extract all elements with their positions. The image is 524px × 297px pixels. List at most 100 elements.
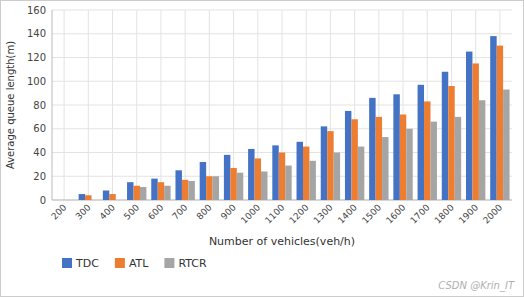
bar xyxy=(376,117,382,200)
bar xyxy=(164,186,170,200)
bar xyxy=(127,182,133,200)
y-tick-label: 140 xyxy=(27,28,46,39)
bar xyxy=(237,173,243,200)
bar xyxy=(182,180,188,200)
legend-label: RTCR xyxy=(178,257,207,270)
bar xyxy=(67,200,73,201)
x-tick-label: 1900 xyxy=(457,202,480,225)
y-axis-label: Average queue length(m) xyxy=(5,41,16,169)
bar xyxy=(448,86,454,200)
x-grid-line xyxy=(209,10,210,200)
x-tick-label: 900 xyxy=(219,202,238,221)
bar xyxy=(213,176,219,200)
bar xyxy=(455,117,461,200)
bar xyxy=(109,194,115,200)
x-tick-label: 1800 xyxy=(433,202,456,225)
watermark: CSDN @Krin_IT xyxy=(438,280,515,292)
x-tick-label: 200 xyxy=(49,202,68,221)
bar xyxy=(175,170,181,200)
y-tick-label: 60 xyxy=(33,123,46,134)
y-tick-label: 20 xyxy=(33,171,46,182)
x-grid-line xyxy=(112,10,113,200)
bar xyxy=(472,63,478,200)
y-tick-label: 100 xyxy=(27,76,46,87)
x-tick-label: 1100 xyxy=(263,202,286,225)
x-tick-label: 1200 xyxy=(287,202,310,225)
x-tick-label: 600 xyxy=(146,202,165,221)
bar xyxy=(345,111,351,200)
x-tick-label: 1000 xyxy=(239,202,262,225)
bar xyxy=(92,200,98,201)
bar xyxy=(116,200,122,201)
x-grid-line xyxy=(136,10,137,200)
bar xyxy=(303,147,309,200)
chart: 0 20 40 60 80 100 120 140 160 200 300 400 500 600 700 8… xyxy=(0,0,524,297)
bar xyxy=(230,168,236,200)
x-tick-label: 1500 xyxy=(360,202,383,225)
legend: TDC ATL RTCR xyxy=(62,257,207,270)
bar xyxy=(61,200,67,201)
bar xyxy=(248,149,254,200)
legend-label: ATL xyxy=(129,257,149,270)
bar xyxy=(309,161,315,200)
bar xyxy=(503,90,509,200)
bar xyxy=(279,153,285,201)
bar xyxy=(466,52,472,200)
y-tick-label: 80 xyxy=(33,100,46,111)
figure-border xyxy=(1,1,524,297)
bar xyxy=(297,142,303,200)
bars xyxy=(79,36,510,200)
x-tick-label: 800 xyxy=(195,202,214,221)
x-tick-label: 1300 xyxy=(312,202,335,225)
bar xyxy=(188,181,194,200)
bar xyxy=(103,191,109,201)
bar xyxy=(382,137,388,200)
bar xyxy=(430,122,436,200)
x-tick-label: 400 xyxy=(98,202,117,221)
bar xyxy=(497,46,503,200)
bar xyxy=(85,195,91,200)
x-axis-label: Number of vehicles(veh/h) xyxy=(209,235,355,248)
x-tick-label: 2000 xyxy=(481,202,504,225)
bar xyxy=(424,101,430,200)
bar xyxy=(490,36,496,200)
legend-swatch xyxy=(164,258,174,268)
legend-swatch xyxy=(115,258,125,268)
y-tick-label: 160 xyxy=(27,5,46,16)
x-tick-label: 1600 xyxy=(384,202,407,225)
bar xyxy=(79,194,85,200)
bar xyxy=(206,176,212,200)
x-tick-label: 700 xyxy=(170,202,189,221)
bar xyxy=(255,158,261,200)
bar xyxy=(334,153,340,201)
bar xyxy=(285,166,291,200)
bar xyxy=(400,115,406,201)
bar xyxy=(272,145,278,200)
grid xyxy=(52,10,512,200)
bar xyxy=(54,200,60,201)
bar xyxy=(158,182,164,200)
bar xyxy=(140,187,146,200)
x-tick-label: 1400 xyxy=(336,202,359,225)
bar xyxy=(134,186,140,200)
bar xyxy=(393,94,399,200)
x-tick-label: 500 xyxy=(122,202,141,221)
y-tick-label: 120 xyxy=(27,52,46,63)
bar xyxy=(261,172,267,201)
bar xyxy=(327,131,333,200)
x-grid-line xyxy=(160,10,161,200)
bar xyxy=(406,129,412,200)
bar xyxy=(321,126,327,200)
bar xyxy=(442,72,448,200)
bar xyxy=(151,179,157,200)
y-tick-label: 40 xyxy=(33,147,46,158)
y-axis-line xyxy=(52,10,53,200)
bar xyxy=(351,119,357,200)
bar xyxy=(369,98,375,200)
x-grid-line xyxy=(185,10,186,200)
x-grid-line xyxy=(88,10,89,200)
y-tick-label: 0 xyxy=(40,195,46,206)
x-tick-label: 300 xyxy=(74,202,93,221)
x-grid-line xyxy=(64,10,65,200)
legend-label: TDC xyxy=(75,257,99,270)
